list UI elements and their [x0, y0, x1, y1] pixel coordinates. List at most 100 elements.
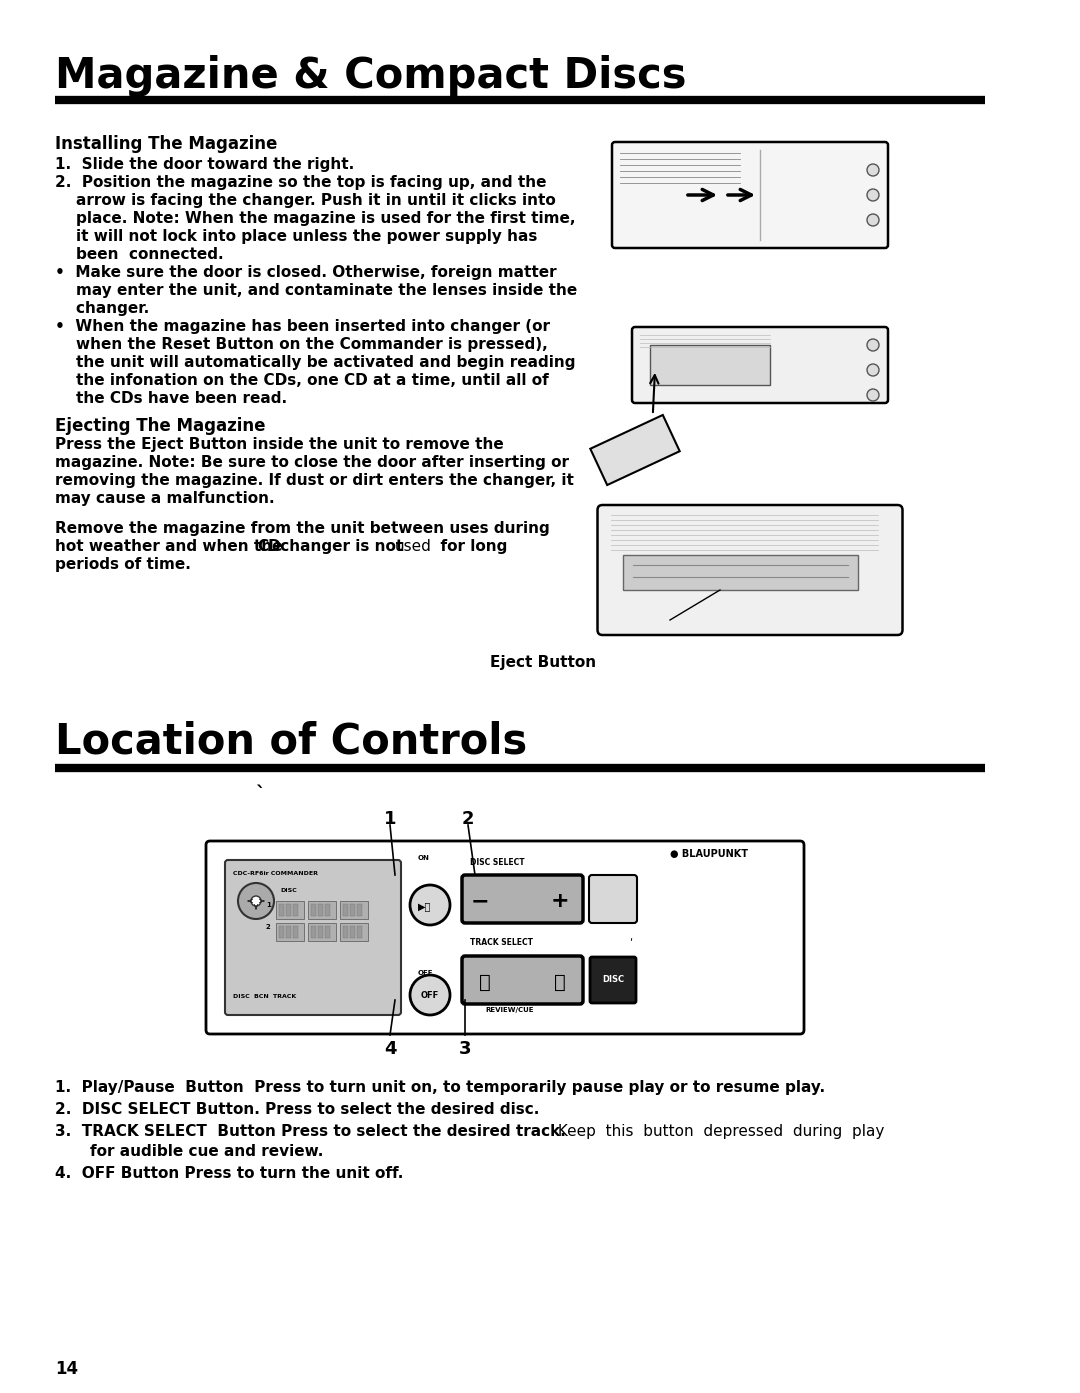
Circle shape [867, 364, 879, 376]
Text: +: + [551, 892, 569, 911]
Text: Keep  this  button  depressed  during  play: Keep this button depressed during play [553, 1124, 885, 1139]
Text: periods of time.: periods of time. [55, 557, 191, 573]
Text: 2: 2 [462, 809, 474, 827]
FancyBboxPatch shape [590, 957, 636, 1003]
Text: REVIEW/CUE: REVIEW/CUE [485, 1007, 534, 1013]
Text: the CDs have been read.: the CDs have been read. [55, 391, 287, 405]
Bar [318, 926, 323, 937]
Circle shape [867, 389, 879, 401]
Text: 2.  Position the magazine so the top is facing up, and the: 2. Position the magazine so the top is f… [55, 176, 546, 189]
Text: ● BLAUPUNKT: ● BLAUPUNKT [670, 848, 748, 859]
FancyBboxPatch shape [462, 956, 583, 1004]
Text: Installing The Magazine: Installing The Magazine [55, 135, 278, 153]
FancyBboxPatch shape [206, 841, 804, 1034]
Text: −: − [471, 892, 489, 911]
Text: been  connected.: been connected. [55, 247, 224, 262]
Bar [279, 926, 284, 937]
Text: OFF: OFF [418, 970, 433, 976]
Bar [622, 554, 858, 591]
Text: DISC: DISC [280, 887, 297, 893]
Text: DISC  BCN  TRACK: DISC BCN TRACK [233, 995, 296, 999]
Text: TRACK SELECT: TRACK SELECT [470, 937, 534, 947]
FancyBboxPatch shape [632, 327, 888, 403]
Circle shape [410, 975, 450, 1015]
Text: 4.  OFF Button Press to turn the unit off.: 4. OFF Button Press to turn the unit off… [55, 1166, 403, 1181]
Text: CD: CD [257, 539, 281, 554]
Text: when the Reset Button on the Commander is pressed),: when the Reset Button on the Commander i… [55, 337, 548, 352]
Text: 1.  Play/Pause  Button  Press to turn unit on, to temporarily pause play or to r: 1. Play/Pause Button Press to turn unit … [55, 1080, 825, 1095]
Text: magazine. Note: Be sure to close the door after inserting or: magazine. Note: Be sure to close the doo… [55, 456, 569, 469]
Bar [343, 926, 348, 937]
Text: ʹ: ʹ [629, 939, 632, 949]
Bar [340, 901, 368, 919]
Text: it will not lock into place unless the power supply has: it will not lock into place unless the p… [55, 228, 538, 244]
FancyBboxPatch shape [589, 875, 637, 924]
Text: 1.  Slide the door toward the right.: 1. Slide the door toward the right. [55, 157, 354, 171]
Polygon shape [591, 415, 679, 485]
Text: 2.  DISC SELECT Button. Press to select the desired disc.: 2. DISC SELECT Button. Press to select t… [55, 1102, 539, 1117]
Text: Location of Controls: Location of Controls [55, 720, 527, 762]
Text: ▶⎿: ▶⎿ [418, 901, 432, 911]
Bar [350, 904, 355, 917]
Bar [343, 904, 348, 917]
Text: the unit will automatically be activated and begin reading: the unit will automatically be activated… [55, 355, 576, 371]
Bar [340, 924, 368, 942]
Text: •  Make sure the door is closed. Otherwise, foreign matter: • Make sure the door is closed. Otherwis… [55, 265, 556, 280]
Text: 3.  TRACK SELECT  Button Press to select the desired track.: 3. TRACK SELECT Button Press to select t… [55, 1124, 566, 1139]
FancyBboxPatch shape [225, 859, 401, 1015]
Text: used: used [395, 539, 432, 554]
Circle shape [867, 189, 879, 201]
Bar [650, 345, 770, 384]
Bar [350, 926, 355, 937]
Bar [293, 926, 298, 937]
Text: 3: 3 [459, 1041, 471, 1059]
Bar [325, 904, 330, 917]
Text: Ejecting The Magazine: Ejecting The Magazine [55, 417, 266, 435]
Bar [357, 904, 362, 917]
Text: DISC SELECT: DISC SELECT [470, 858, 525, 866]
Bar [279, 904, 284, 917]
Bar [293, 904, 298, 917]
Text: arrow is facing the changer. Push it in until it clicks into: arrow is facing the changer. Push it in … [55, 194, 556, 208]
Circle shape [867, 215, 879, 226]
Bar [276, 924, 303, 942]
Text: 1: 1 [266, 903, 271, 908]
Text: Eject Button: Eject Button [490, 655, 596, 670]
Text: 4: 4 [383, 1041, 396, 1059]
Circle shape [251, 896, 261, 905]
Text: removing the magazine. If dust or dirt enters the changer, it: removing the magazine. If dust or dirt e… [55, 474, 573, 488]
Text: hot weather and when the: hot weather and when the [55, 539, 287, 554]
Bar [311, 926, 316, 937]
Circle shape [867, 338, 879, 351]
Text: 1: 1 [383, 809, 396, 827]
Bar [357, 926, 362, 937]
Bar [308, 901, 336, 919]
Text: the infonation on the CDs, one CD at a time, until all of: the infonation on the CDs, one CD at a t… [55, 373, 549, 389]
Bar [325, 926, 330, 937]
Text: Remove the magazine from the unit between uses during: Remove the magazine from the unit betwee… [55, 521, 550, 536]
Circle shape [867, 164, 879, 176]
Text: ON: ON [418, 855, 430, 861]
FancyBboxPatch shape [612, 142, 888, 248]
Text: for long: for long [430, 539, 508, 554]
Bar [286, 904, 291, 917]
Bar [318, 904, 323, 917]
Text: DISC: DISC [602, 975, 624, 985]
Text: CDC-RF6ir COMMANDER: CDC-RF6ir COMMANDER [233, 871, 318, 876]
Text: may enter the unit, and contaminate the lenses inside the: may enter the unit, and contaminate the … [55, 283, 577, 298]
Bar [308, 924, 336, 942]
Text: 14: 14 [55, 1360, 78, 1378]
Bar [276, 901, 303, 919]
Text: 2: 2 [266, 924, 271, 931]
FancyBboxPatch shape [462, 875, 583, 924]
Bar [311, 904, 316, 917]
Text: •  When the magazine has been inserted into changer (or: • When the magazine has been inserted in… [55, 319, 550, 334]
Text: ⏮: ⏮ [480, 972, 491, 992]
Text: place. Note: When the magazine is used for the first time,: place. Note: When the magazine is used f… [55, 210, 576, 226]
Bar [286, 926, 291, 937]
Text: OFF: OFF [421, 992, 440, 1000]
Text: changer is not: changer is not [275, 539, 408, 554]
Text: Press the Eject Button inside the unit to remove the: Press the Eject Button inside the unit t… [55, 437, 503, 451]
Text: changer.: changer. [55, 301, 149, 316]
Text: Magazine & Compact Discs: Magazine & Compact Discs [55, 54, 687, 98]
